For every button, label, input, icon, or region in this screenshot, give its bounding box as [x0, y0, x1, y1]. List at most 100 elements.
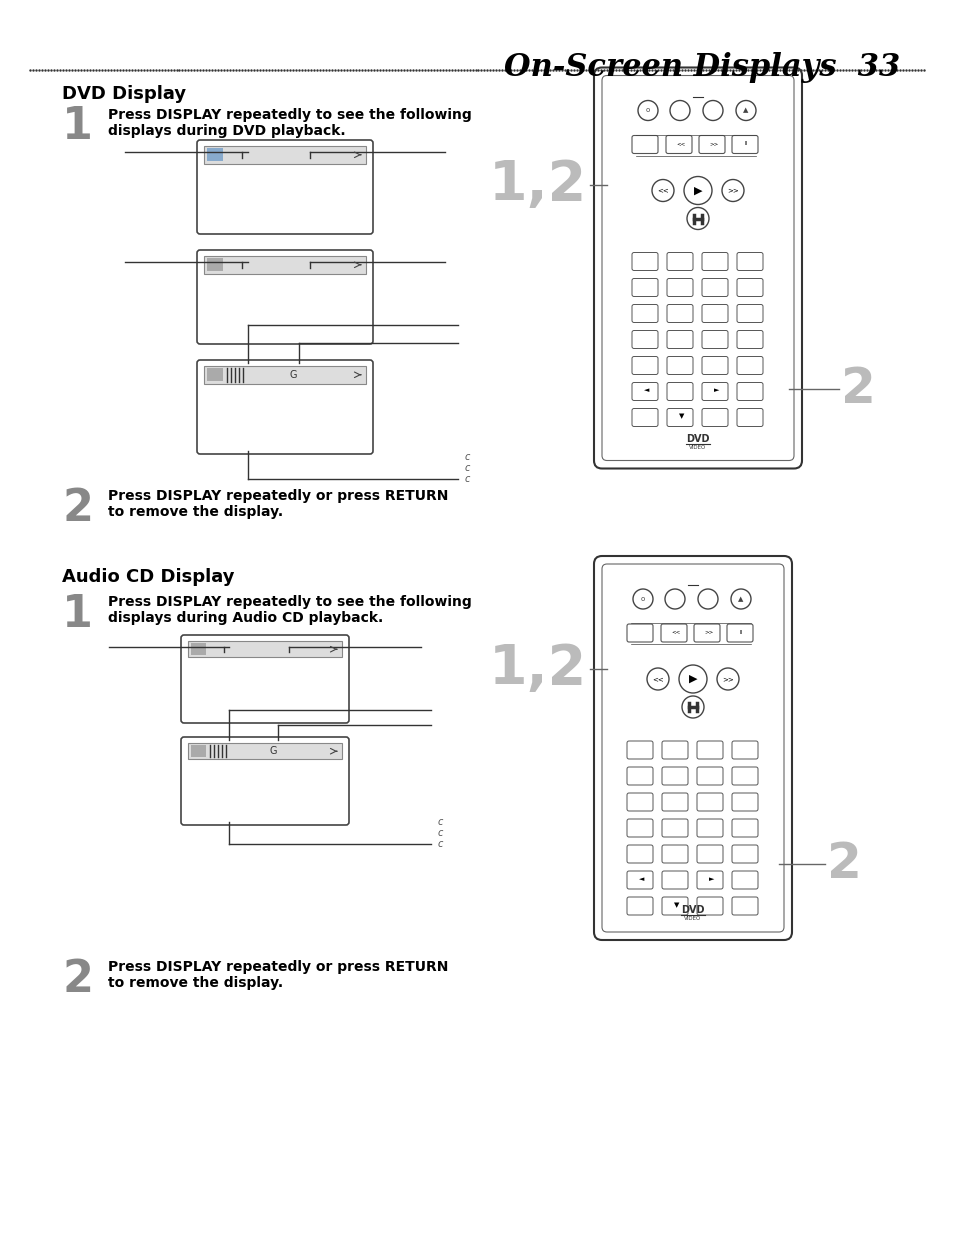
FancyBboxPatch shape — [594, 68, 801, 468]
FancyBboxPatch shape — [631, 331, 658, 348]
FancyBboxPatch shape — [204, 256, 366, 274]
Text: ◄: ◄ — [643, 388, 649, 394]
Text: 2: 2 — [826, 840, 861, 888]
FancyBboxPatch shape — [666, 252, 692, 270]
Bar — [207, 258, 223, 272]
FancyBboxPatch shape — [626, 767, 652, 785]
Text: >>: >> — [703, 630, 713, 635]
FancyBboxPatch shape — [731, 793, 758, 811]
Text: ►: ► — [714, 388, 719, 394]
FancyBboxPatch shape — [666, 383, 692, 400]
FancyBboxPatch shape — [731, 897, 758, 915]
FancyBboxPatch shape — [697, 845, 722, 863]
FancyBboxPatch shape — [731, 767, 758, 785]
FancyBboxPatch shape — [626, 741, 652, 760]
Text: >>: >> — [709, 141, 718, 146]
FancyBboxPatch shape — [737, 331, 762, 348]
FancyBboxPatch shape — [661, 793, 687, 811]
FancyBboxPatch shape — [731, 136, 758, 153]
FancyBboxPatch shape — [631, 279, 658, 296]
FancyBboxPatch shape — [701, 252, 727, 270]
FancyBboxPatch shape — [601, 564, 783, 932]
Text: On-Screen Displays  33: On-Screen Displays 33 — [503, 52, 899, 83]
Text: Press DISPLAY repeatedly or press RETURN
to remove the display.: Press DISPLAY repeatedly or press RETURN… — [108, 489, 448, 519]
Text: c: c — [437, 818, 443, 827]
FancyBboxPatch shape — [626, 897, 652, 915]
FancyBboxPatch shape — [661, 845, 687, 863]
Text: <<: << — [652, 676, 663, 682]
FancyBboxPatch shape — [737, 305, 762, 322]
FancyBboxPatch shape — [697, 897, 722, 915]
FancyBboxPatch shape — [737, 409, 762, 426]
FancyBboxPatch shape — [196, 249, 373, 345]
Text: ▶: ▶ — [693, 185, 701, 195]
Text: 1,2: 1,2 — [488, 642, 586, 695]
Text: G: G — [290, 369, 297, 380]
FancyBboxPatch shape — [701, 279, 727, 296]
Text: 2: 2 — [62, 958, 92, 1002]
FancyBboxPatch shape — [697, 871, 722, 889]
FancyBboxPatch shape — [666, 305, 692, 322]
Text: Press DISPLAY repeatedly or press RETURN
to remove the display.: Press DISPLAY repeatedly or press RETURN… — [108, 960, 448, 990]
FancyBboxPatch shape — [737, 252, 762, 270]
FancyBboxPatch shape — [204, 146, 366, 163]
Text: 1: 1 — [62, 105, 92, 148]
FancyBboxPatch shape — [665, 136, 691, 153]
Text: c: c — [437, 839, 443, 848]
FancyBboxPatch shape — [631, 357, 658, 374]
Text: ▼: ▼ — [674, 902, 679, 908]
Text: Press DISPLAY repeatedly to see the following
displays during DVD playback.: Press DISPLAY repeatedly to see the foll… — [108, 107, 471, 138]
Text: o: o — [645, 107, 649, 114]
FancyBboxPatch shape — [697, 767, 722, 785]
FancyBboxPatch shape — [701, 331, 727, 348]
Text: c: c — [437, 827, 443, 839]
Text: c: c — [464, 463, 470, 473]
Text: ▲: ▲ — [738, 597, 743, 601]
FancyBboxPatch shape — [737, 383, 762, 400]
FancyBboxPatch shape — [181, 737, 349, 825]
Text: c: c — [464, 474, 470, 484]
Text: >>: >> — [726, 188, 739, 194]
FancyBboxPatch shape — [661, 741, 687, 760]
Bar — [207, 368, 223, 382]
FancyBboxPatch shape — [701, 409, 727, 426]
FancyBboxPatch shape — [181, 635, 349, 722]
Bar — [207, 148, 223, 162]
Text: o: o — [640, 597, 644, 601]
Text: DVD: DVD — [680, 905, 704, 915]
FancyBboxPatch shape — [726, 624, 752, 642]
Text: 1: 1 — [62, 593, 92, 636]
FancyBboxPatch shape — [661, 871, 687, 889]
FancyBboxPatch shape — [666, 279, 692, 296]
FancyBboxPatch shape — [701, 383, 727, 400]
FancyBboxPatch shape — [631, 383, 658, 400]
FancyBboxPatch shape — [631, 409, 658, 426]
FancyBboxPatch shape — [731, 845, 758, 863]
FancyBboxPatch shape — [697, 793, 722, 811]
Text: <<: << — [657, 188, 668, 194]
Text: VIDEO: VIDEO — [689, 445, 706, 450]
FancyBboxPatch shape — [626, 871, 652, 889]
Text: ▲: ▲ — [742, 107, 748, 114]
FancyBboxPatch shape — [666, 331, 692, 348]
Text: 1,2: 1,2 — [488, 158, 586, 212]
FancyBboxPatch shape — [601, 75, 793, 461]
FancyBboxPatch shape — [594, 556, 791, 940]
Text: DVD: DVD — [685, 433, 709, 443]
FancyBboxPatch shape — [661, 819, 687, 837]
FancyBboxPatch shape — [701, 305, 727, 322]
FancyBboxPatch shape — [188, 743, 341, 760]
Text: Press DISPLAY repeatedly to see the following
displays during Audio CD playback.: Press DISPLAY repeatedly to see the foll… — [108, 595, 471, 625]
FancyBboxPatch shape — [731, 741, 758, 760]
Text: <<: << — [671, 630, 679, 635]
FancyBboxPatch shape — [731, 871, 758, 889]
FancyBboxPatch shape — [697, 819, 722, 837]
Text: ▼: ▼ — [679, 414, 684, 420]
FancyBboxPatch shape — [661, 767, 687, 785]
FancyBboxPatch shape — [666, 357, 692, 374]
FancyBboxPatch shape — [631, 305, 658, 322]
FancyBboxPatch shape — [737, 279, 762, 296]
FancyBboxPatch shape — [701, 357, 727, 374]
FancyBboxPatch shape — [661, 897, 687, 915]
Text: ►: ► — [709, 876, 714, 882]
